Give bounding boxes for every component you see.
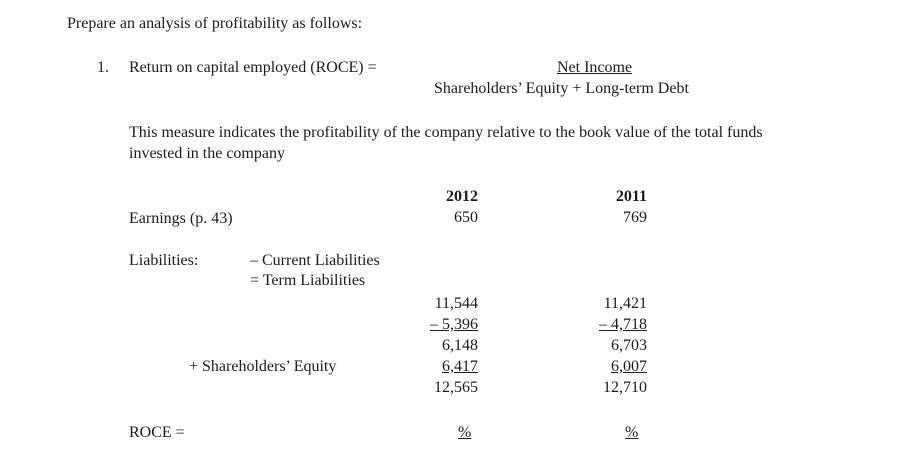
term-liabilities-2011: 6,703 bbox=[611, 337, 647, 354]
formula-numerator: Net Income bbox=[557, 59, 633, 76]
shareholders-equity-2011: 6,007 bbox=[611, 358, 647, 375]
earnings-2011: 769 bbox=[623, 209, 647, 226]
equals-term-liabilities: = Term Liabilities bbox=[250, 272, 366, 289]
intro-text: Prepare an analysis of profitability as … bbox=[67, 15, 363, 32]
capital-employed-2011: 12,710 bbox=[603, 379, 647, 396]
description-line-2: invested in the company bbox=[129, 145, 285, 162]
current-liabilities-2011: – 4,718 bbox=[599, 316, 647, 333]
column-header-2012: 2012 bbox=[446, 188, 478, 205]
roce-label: ROCE = bbox=[129, 424, 185, 441]
liabilities-label: Liabilities: bbox=[129, 252, 199, 269]
total-liabilities-2011: 11,421 bbox=[603, 295, 647, 312]
shareholders-equity-label: + Shareholders’ Equity bbox=[189, 358, 337, 375]
column-header-2011: 2011 bbox=[615, 188, 647, 205]
total-liabilities-2012: 11,544 bbox=[434, 295, 478, 312]
description-line-1: This measure indicates the profitability… bbox=[129, 124, 763, 141]
roce-formula-label: Return on capital employed (ROCE) = bbox=[129, 59, 377, 76]
shareholders-equity-2012: 6,417 bbox=[442, 358, 478, 375]
earnings-label: Earnings (p. 43) bbox=[129, 210, 233, 227]
item-number: 1. bbox=[97, 59, 109, 76]
minus-current-liabilities: – Current Liabilities bbox=[250, 252, 380, 269]
current-liabilities-2012: – 5,396 bbox=[430, 316, 478, 333]
capital-employed-2012: 12,565 bbox=[434, 379, 478, 396]
roce-pct-2012: % bbox=[458, 424, 472, 441]
formula-denominator: Shareholders’ Equity + Long-term Debt bbox=[434, 80, 689, 97]
roce-pct-2011: % bbox=[625, 424, 639, 441]
term-liabilities-2012: 6,148 bbox=[442, 337, 478, 354]
earnings-2012: 650 bbox=[454, 209, 478, 226]
